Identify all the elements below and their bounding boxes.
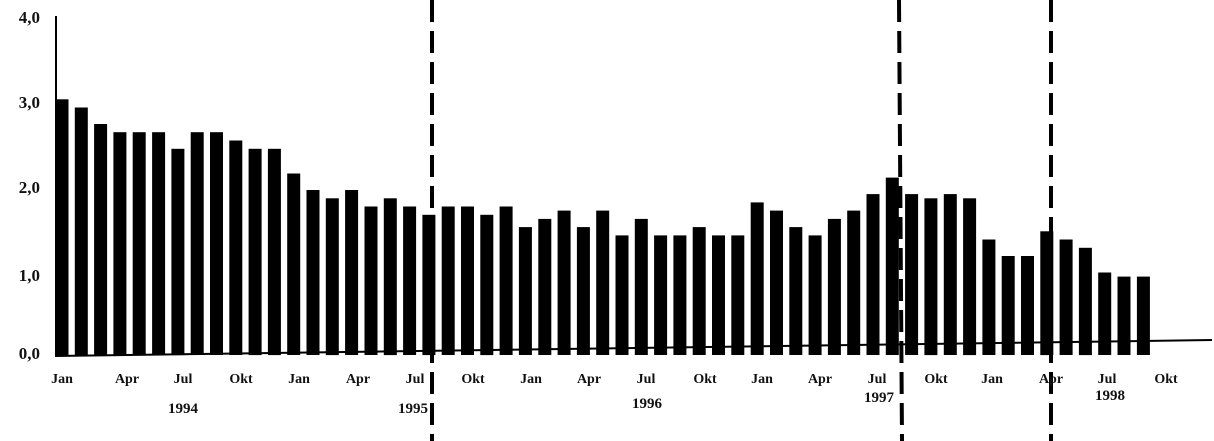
y-tick-label: 0,0 [19, 344, 40, 363]
bar [364, 206, 378, 355]
bar [654, 235, 668, 355]
year-label: 1998 [1095, 388, 1125, 404]
bar [963, 198, 977, 356]
bar-series [55, 99, 1150, 356]
bar [383, 198, 397, 356]
bar [325, 198, 339, 356]
bar [1078, 247, 1092, 356]
y-tick-label: 1,0 [19, 266, 40, 285]
bar [673, 235, 687, 355]
x-tick-label: Jan [520, 372, 542, 387]
bar [499, 206, 513, 355]
year-label: 1995 [398, 401, 428, 417]
bar [210, 132, 223, 355]
y-axis-ticks: 0,0 1,0 2,0 3,0 4,0 [19, 8, 40, 363]
bar [461, 206, 474, 355]
bar [441, 206, 455, 355]
bar [518, 227, 532, 355]
bar [480, 214, 494, 356]
bar [152, 132, 166, 355]
bar [345, 190, 359, 355]
bar [943, 194, 957, 355]
bar [731, 235, 745, 355]
x-tick-label: Okt [924, 372, 948, 387]
bar [885, 177, 899, 355]
bar [866, 194, 880, 355]
x-tick-label: Apr [577, 372, 601, 387]
bar [905, 194, 919, 355]
x-tick-label: Jan [751, 372, 773, 387]
bar [267, 148, 281, 356]
y-tick-label: 4,0 [19, 8, 40, 27]
x-axis-month-labels: Jan Apr Jul Okt Jan Apr Jul Okt Jan Apr … [51, 372, 1178, 387]
bar [113, 132, 127, 355]
bar [403, 206, 417, 355]
marker-line-jul-1997 [897, 0, 904, 441]
x-tick-label: Okt [1154, 372, 1178, 387]
bar [248, 148, 262, 356]
bar [55, 99, 69, 356]
year-label: 1994 [168, 401, 199, 417]
year-label: 1996 [632, 396, 663, 412]
period-markers [430, 0, 1053, 441]
x-tick-label: Apr [346, 372, 370, 387]
bar [287, 173, 301, 355]
bar [808, 235, 822, 355]
bar [576, 227, 590, 355]
x-axis [54, 339, 1213, 357]
x-tick-label: Apr [115, 372, 139, 387]
bar [1117, 276, 1131, 355]
bar [712, 235, 725, 355]
bar [692, 227, 706, 355]
bar [132, 132, 146, 355]
bar [827, 218, 841, 355]
x-tick-label: Jan [51, 372, 73, 387]
bar [74, 107, 88, 355]
x-tick-label: Okt [461, 372, 485, 387]
bar [615, 235, 629, 355]
bar [1098, 272, 1112, 355]
bar [982, 239, 996, 355]
bar [538, 218, 552, 355]
year-label: 1997 [864, 390, 895, 406]
bar [924, 198, 938, 356]
bar [94, 124, 108, 355]
x-tick-label: Okt [693, 372, 717, 387]
x-axis-year-labels: 1994 1995 1996 1997 1998 [168, 388, 1125, 417]
x-tick-label: Jan [288, 372, 310, 387]
bar [847, 210, 861, 355]
bar [789, 227, 803, 355]
y-tick-label: 3,0 [19, 93, 40, 112]
bar [229, 140, 243, 355]
bar [750, 202, 764, 355]
x-tick-label: Apr [808, 372, 832, 387]
bar [634, 218, 648, 355]
x-tick-label: Jul [637, 372, 656, 387]
x-tick-label: Jul [174, 372, 193, 387]
bar [557, 210, 571, 355]
x-tick-label: Okt [229, 372, 253, 387]
bar [1059, 239, 1073, 355]
x-tick-label: Jan [981, 372, 1003, 387]
bar [596, 210, 610, 355]
bar [306, 190, 320, 355]
x-tick-label: Jul [868, 372, 887, 387]
bar [1136, 276, 1150, 355]
y-tick-label: 2,0 [19, 178, 40, 197]
x-tick-label: Jul [406, 372, 425, 387]
x-tick-label: Jul [1098, 372, 1117, 387]
bar [1021, 256, 1034, 355]
bar [1001, 256, 1015, 355]
bar [190, 132, 204, 355]
x-tick-label: Apr [1039, 372, 1063, 387]
bar [171, 148, 185, 356]
bar [770, 210, 783, 355]
